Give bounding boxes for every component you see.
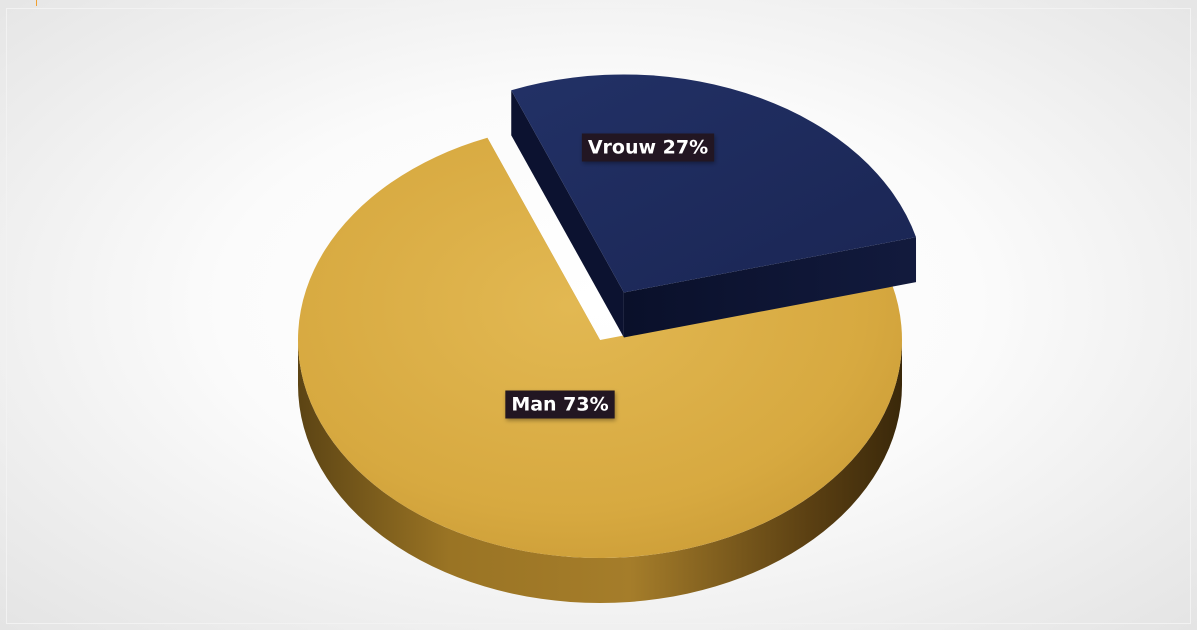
label-vrouw-box bbox=[581, 133, 715, 162]
slice-vrouw-top bbox=[511, 74, 917, 293]
slice-vrouw-side-face bbox=[511, 90, 624, 338]
slice-man-top bbox=[297, 137, 902, 558]
chart-frame bbox=[6, 8, 1191, 624]
label-man-text: Man 73% bbox=[511, 394, 608, 416]
slice-vrouw-cut-face bbox=[623, 237, 917, 338]
slice-man bbox=[297, 137, 902, 603]
corner-mark bbox=[36, 0, 37, 6]
label-vrouw-text: Vrouw 27% bbox=[588, 137, 708, 159]
slice-man-side bbox=[298, 340, 902, 603]
label-man-box bbox=[505, 390, 615, 419]
label-vrouw: Vrouw 27% bbox=[581, 133, 715, 162]
label-man: Man 73% bbox=[505, 390, 615, 419]
slice-vrouw bbox=[511, 74, 917, 338]
